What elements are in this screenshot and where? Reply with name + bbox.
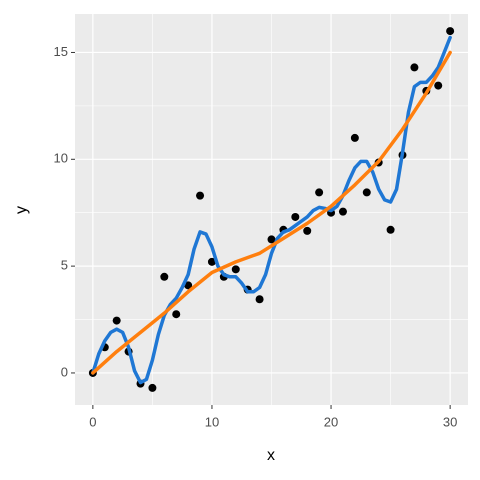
point [410,63,419,72]
point [255,295,264,304]
point [267,235,276,244]
x-tick-label: 0 [89,414,96,429]
y-tick-label: 15 [54,44,68,59]
point [207,257,216,266]
point [291,212,300,221]
point [350,133,359,142]
point [196,191,205,200]
x-tick-label: 30 [443,414,457,429]
point [112,316,121,325]
point [303,226,312,235]
point [315,188,324,197]
x-axis-label: x [267,447,275,464]
point [446,27,455,36]
point [362,188,371,197]
x-tick-label: 20 [324,414,338,429]
y-tick-label: 0 [61,364,68,379]
point [184,281,193,290]
point [231,265,240,274]
y-axis-label: y [13,206,30,214]
point [434,81,443,90]
point [160,272,169,281]
point [338,207,347,216]
point [148,383,157,392]
smooth-line [91,50,452,375]
y-tick-label: 10 [54,151,68,166]
x-tick-label: 10 [205,414,219,429]
y-tick-label: 5 [61,258,68,273]
point [386,225,395,234]
smooth-line [91,35,452,385]
point [172,310,181,319]
